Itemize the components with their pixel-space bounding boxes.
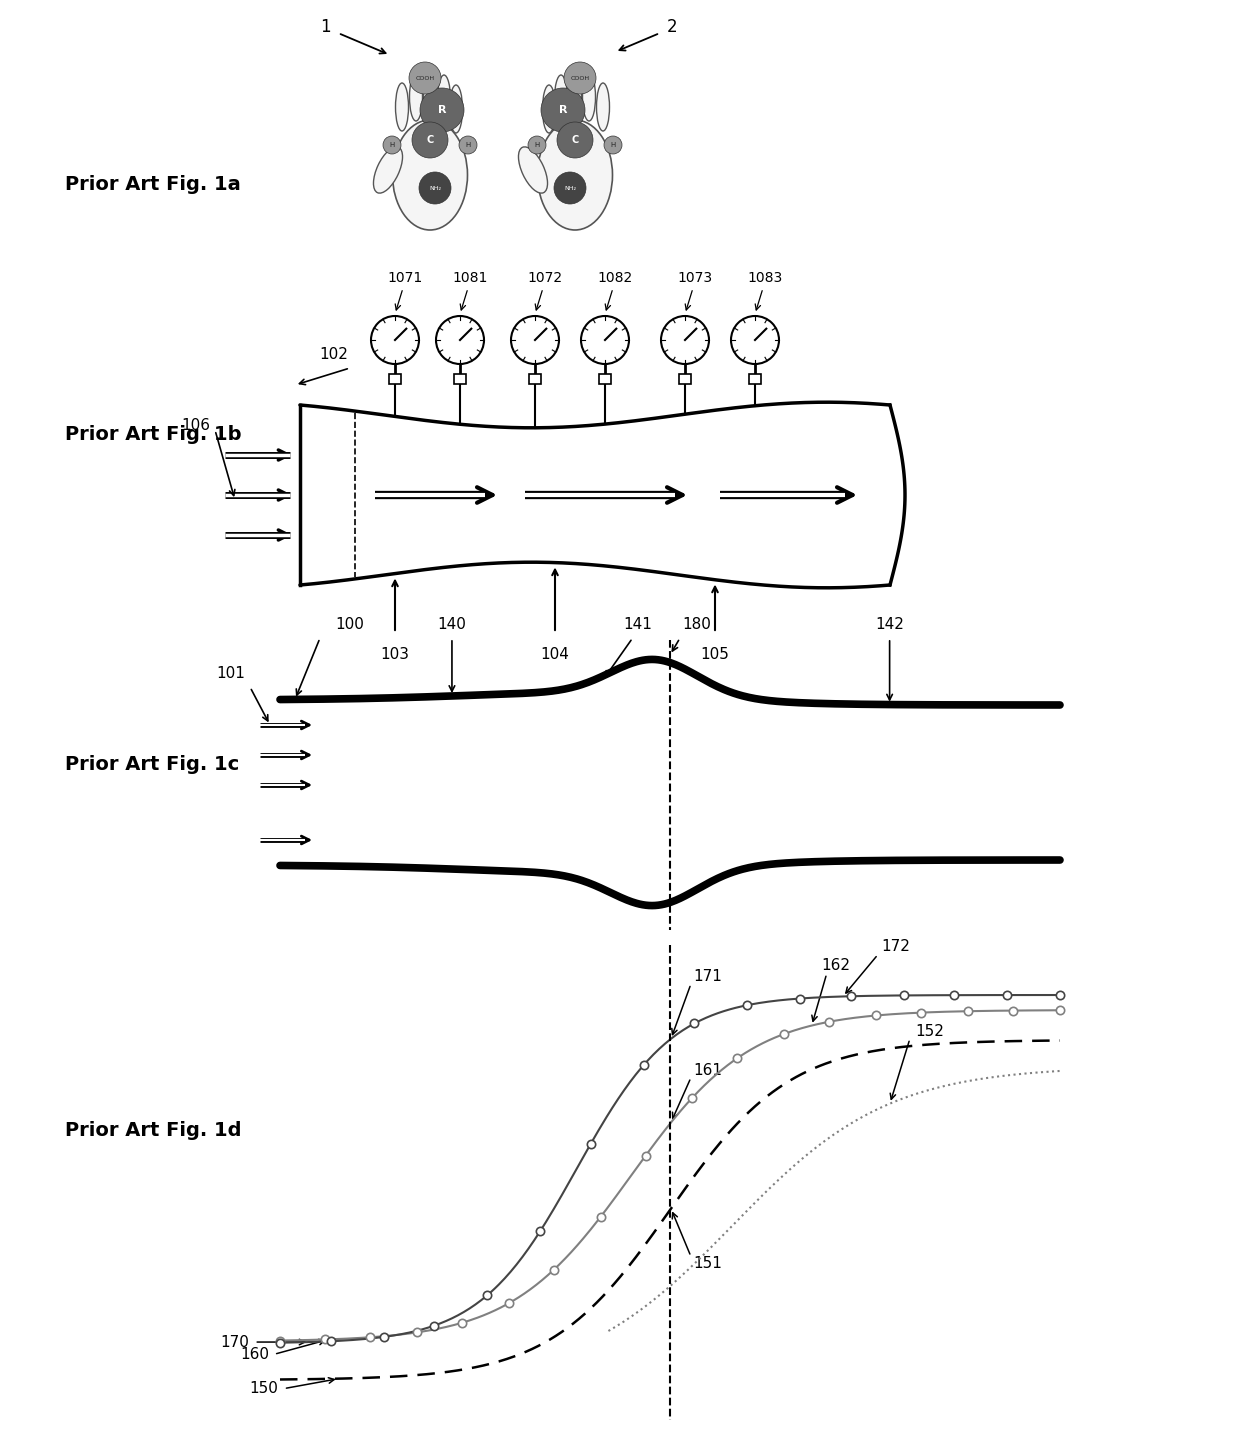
FancyBboxPatch shape [529,375,541,383]
Circle shape [541,89,585,132]
Circle shape [419,171,451,203]
Text: H: H [465,142,471,148]
Text: 150: 150 [249,1381,279,1397]
Circle shape [554,171,587,203]
Text: 171: 171 [693,970,722,984]
Ellipse shape [583,73,595,121]
Text: 102: 102 [319,347,348,362]
Text: 1073: 1073 [677,272,713,285]
Text: NH₂: NH₂ [429,186,441,190]
Text: 104: 104 [541,648,569,662]
Circle shape [412,122,448,158]
Text: 161: 161 [693,1063,722,1077]
Text: 172: 172 [880,939,910,954]
Ellipse shape [438,76,450,123]
Ellipse shape [568,71,582,119]
Text: H: H [389,142,394,148]
Text: 106: 106 [181,418,210,433]
Text: 1071: 1071 [387,272,423,285]
Circle shape [582,317,629,364]
FancyBboxPatch shape [680,375,691,383]
Text: 2: 2 [667,17,677,36]
Text: R: R [438,105,446,115]
Ellipse shape [518,147,548,193]
Circle shape [420,89,464,132]
Ellipse shape [373,147,403,193]
Text: Prior Art Fig. 1d: Prior Art Fig. 1d [64,1121,242,1140]
Text: 180: 180 [682,617,711,632]
Ellipse shape [449,86,463,134]
Text: 142: 142 [875,617,904,632]
Text: C: C [427,135,434,145]
Text: COOH: COOH [570,76,589,80]
Circle shape [604,136,622,154]
Circle shape [371,317,419,364]
Text: 1: 1 [320,17,330,36]
Circle shape [528,136,546,154]
Text: 1082: 1082 [598,272,632,285]
Text: 103: 103 [381,648,409,662]
Ellipse shape [537,121,613,229]
Circle shape [661,317,709,364]
Ellipse shape [596,83,610,131]
FancyBboxPatch shape [389,375,401,383]
Text: 101: 101 [216,666,246,681]
Text: 162: 162 [822,958,851,973]
Text: 152: 152 [915,1024,944,1040]
Circle shape [557,122,593,158]
Text: 170: 170 [221,1334,249,1349]
Ellipse shape [543,86,556,134]
Text: 105: 105 [701,648,729,662]
Ellipse shape [409,73,423,121]
Circle shape [459,136,477,154]
FancyBboxPatch shape [599,375,611,383]
Text: C: C [572,135,579,145]
Text: 141: 141 [624,617,652,632]
FancyBboxPatch shape [454,375,466,383]
Text: Prior Art Fig. 1a: Prior Art Fig. 1a [64,176,241,195]
FancyBboxPatch shape [749,375,761,383]
Circle shape [564,62,596,94]
Text: H: H [534,142,539,148]
Text: 100: 100 [335,617,363,632]
Text: Prior Art Fig. 1c: Prior Art Fig. 1c [64,755,239,774]
Text: 1081: 1081 [453,272,487,285]
Ellipse shape [396,83,408,131]
Text: 160: 160 [239,1347,269,1362]
Circle shape [436,317,484,364]
Text: Prior Art Fig. 1b: Prior Art Fig. 1b [64,425,242,444]
Ellipse shape [424,71,436,119]
Circle shape [409,62,441,94]
Text: 1072: 1072 [527,272,563,285]
Text: NH₂: NH₂ [564,186,577,190]
Text: 151: 151 [693,1256,722,1270]
Text: COOH: COOH [415,76,434,80]
Text: 1083: 1083 [748,272,782,285]
Text: H: H [610,142,615,148]
Circle shape [383,136,401,154]
Circle shape [732,317,779,364]
Ellipse shape [393,121,467,229]
Text: 140: 140 [438,617,466,632]
Text: R: R [559,105,567,115]
Circle shape [511,317,559,364]
Ellipse shape [554,76,568,123]
